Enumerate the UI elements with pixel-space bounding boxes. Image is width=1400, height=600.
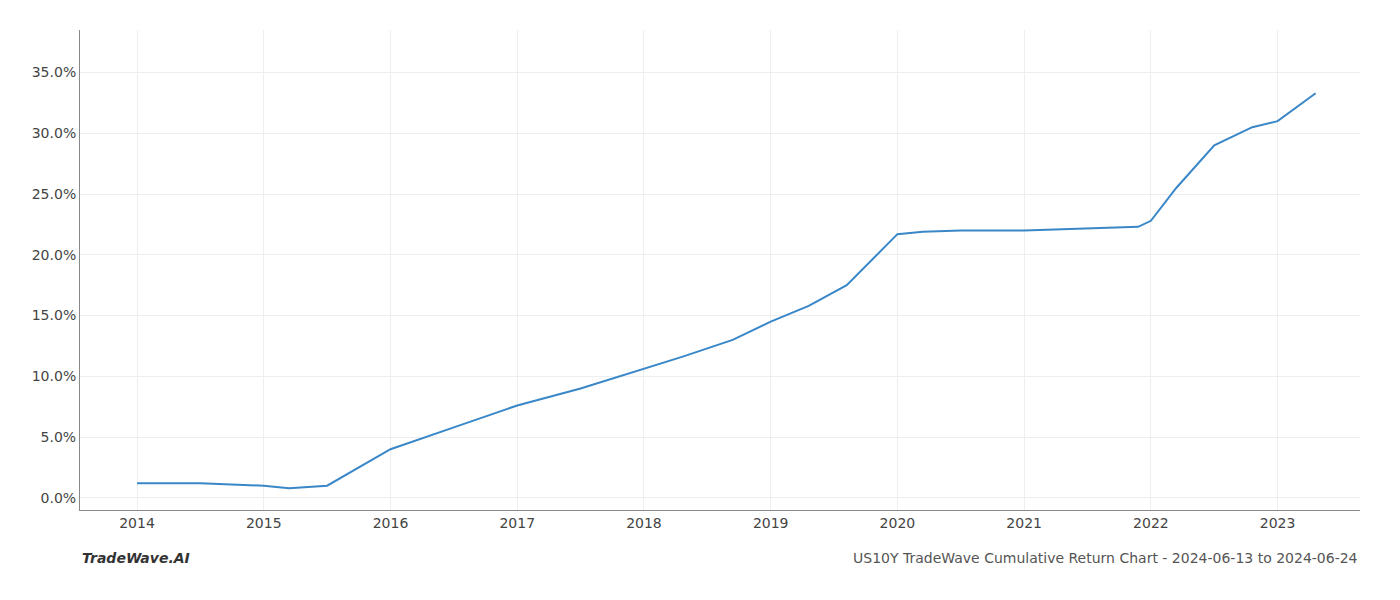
svg-text:20.0%: 20.0% [32, 247, 76, 263]
svg-text:2017: 2017 [499, 515, 535, 531]
svg-text:2016: 2016 [373, 515, 409, 531]
svg-text:2014: 2014 [119, 515, 155, 531]
svg-text:2020: 2020 [880, 515, 916, 531]
svg-text:2023: 2023 [1260, 515, 1296, 531]
svg-text:2019: 2019 [753, 515, 789, 531]
svg-text:2022: 2022 [1133, 515, 1169, 531]
svg-text:TradeWave.AI: TradeWave.AI [82, 550, 190, 566]
svg-text:30.0%: 30.0% [32, 125, 76, 141]
svg-text:US10Y TradeWave Cumulative Ret: US10Y TradeWave Cumulative Return Chart … [853, 550, 1358, 566]
svg-text:35.0%: 35.0% [32, 64, 76, 80]
svg-text:2015: 2015 [246, 515, 282, 531]
svg-text:25.0%: 25.0% [32, 186, 76, 202]
svg-text:2021: 2021 [1006, 515, 1042, 531]
svg-text:10.0%: 10.0% [32, 368, 76, 384]
svg-text:15.0%: 15.0% [32, 307, 76, 323]
svg-text:2018: 2018 [626, 515, 662, 531]
svg-text:0.0%: 0.0% [41, 490, 77, 506]
svg-text:5.0%: 5.0% [41, 429, 77, 445]
